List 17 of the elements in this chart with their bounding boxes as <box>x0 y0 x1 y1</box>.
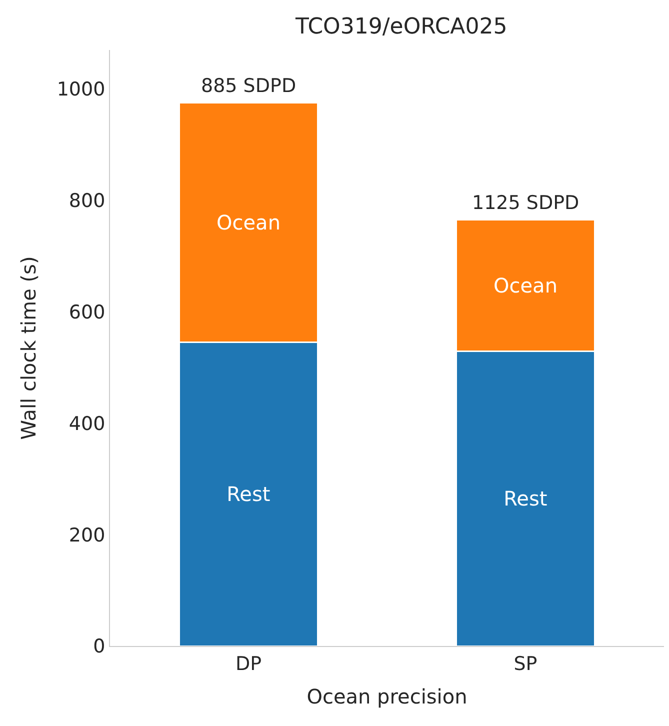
x-axis-title: Ocean precision <box>306 684 468 708</box>
series-label: Rest <box>226 482 270 506</box>
text: Rest <box>504 486 548 511</box>
y-tick-label: 400 <box>68 412 106 435</box>
y-tick-label: 0 <box>93 636 106 658</box>
y-axis-title: Wall clock time (s) <box>16 256 40 440</box>
series-label: Ocean <box>216 210 280 235</box>
text: Ocean <box>494 274 558 298</box>
annotation: 1125 SDPD <box>472 192 580 214</box>
x-tick-label: SP <box>514 652 538 675</box>
y-tick-label: 200 <box>68 524 106 546</box>
chart-title: TCO319/eORCA025 <box>294 14 508 40</box>
y-tick-label: 800 <box>68 190 106 212</box>
annotation: 885 SDPD <box>201 75 296 97</box>
y-tick-label: 1000 <box>56 78 106 101</box>
y-tick-label: 600 <box>68 301 106 324</box>
x-tick-label: DP <box>235 652 262 675</box>
